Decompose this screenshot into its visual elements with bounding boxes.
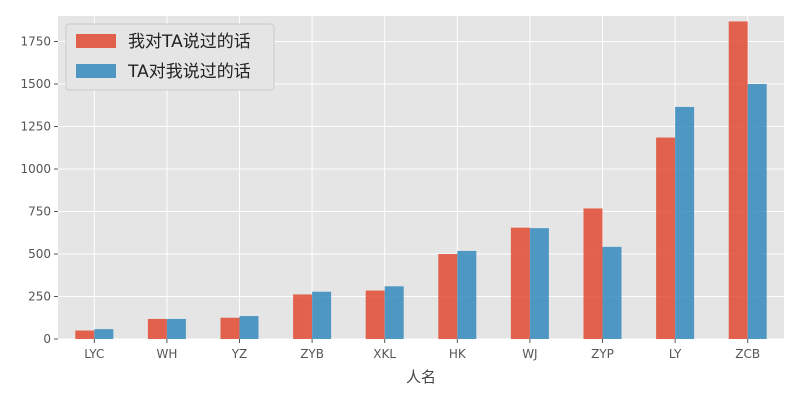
y-tick-label: 1500	[20, 77, 51, 91]
bar-series-1-zyb	[293, 294, 313, 339]
y-tick-label: 750	[28, 205, 51, 219]
y-tick-label: 1750	[20, 35, 51, 49]
legend-label-series-2: TA对我说过的话	[127, 62, 251, 82]
legend: 我对TA说过的话 TA对我说过的话	[65, 23, 275, 91]
bar-series-2-ly	[675, 106, 695, 339]
bar-series-2-xkl	[384, 286, 404, 339]
bar-series-2-wj	[529, 228, 549, 339]
x-tick-label: YZ	[231, 347, 248, 361]
y-tick-label: 0	[43, 332, 51, 346]
bar-series-1-hk	[438, 254, 458, 339]
bar-series-1-zyp	[583, 208, 603, 339]
bar-series-1-lyc	[75, 330, 95, 339]
x-tick-label: LY	[669, 347, 682, 361]
bar-series-2-zyb	[312, 291, 332, 339]
x-tick-label: LYC	[84, 347, 104, 361]
x-tick-label: WJ	[522, 347, 537, 361]
y-tick-label: 250	[28, 290, 51, 304]
x-tick-label: XKL	[373, 347, 396, 361]
bar-series-2-yz	[239, 316, 259, 339]
bar-series-1-wj	[510, 227, 530, 339]
bar-series-1-wh	[147, 318, 167, 339]
x-tick-label: ZCB	[735, 347, 760, 361]
y-tick-label: 1250	[20, 120, 51, 134]
y-tick-label: 500	[28, 247, 51, 261]
bar-series-2-lyc	[94, 329, 114, 339]
legend-box	[65, 23, 275, 91]
bar-series-2-zyp	[602, 246, 622, 339]
bar-series-1-yz	[220, 317, 240, 339]
x-tick-label: HK	[449, 347, 467, 361]
bar-series-1-ly	[656, 137, 676, 339]
bars	[75, 21, 767, 339]
y-axis-ticks: 0 250 500 750 1000 1250 1500 1750	[20, 35, 58, 346]
x-axis-ticks: LYC WH YZ ZYB XKL HK WJ ZYP LY ZCB	[84, 339, 760, 361]
x-tick-label: WH	[156, 347, 177, 361]
x-tick-label: ZYB	[300, 347, 324, 361]
x-tick-label: ZYP	[591, 347, 614, 361]
y-tick-label: 1000	[20, 162, 51, 176]
legend-swatch-series-1	[76, 34, 116, 48]
bar-series-2-wh	[166, 318, 186, 339]
x-axis-label: 人名	[406, 368, 436, 386]
bar-series-1-zcb	[728, 21, 748, 339]
legend-swatch-series-2	[76, 64, 116, 78]
bar-series-2-zcb	[747, 84, 767, 339]
bar-series-2-hk	[457, 250, 477, 339]
bar-series-1-xkl	[365, 290, 385, 339]
legend-label-series-1: 我对TA说过的话	[128, 32, 251, 52]
